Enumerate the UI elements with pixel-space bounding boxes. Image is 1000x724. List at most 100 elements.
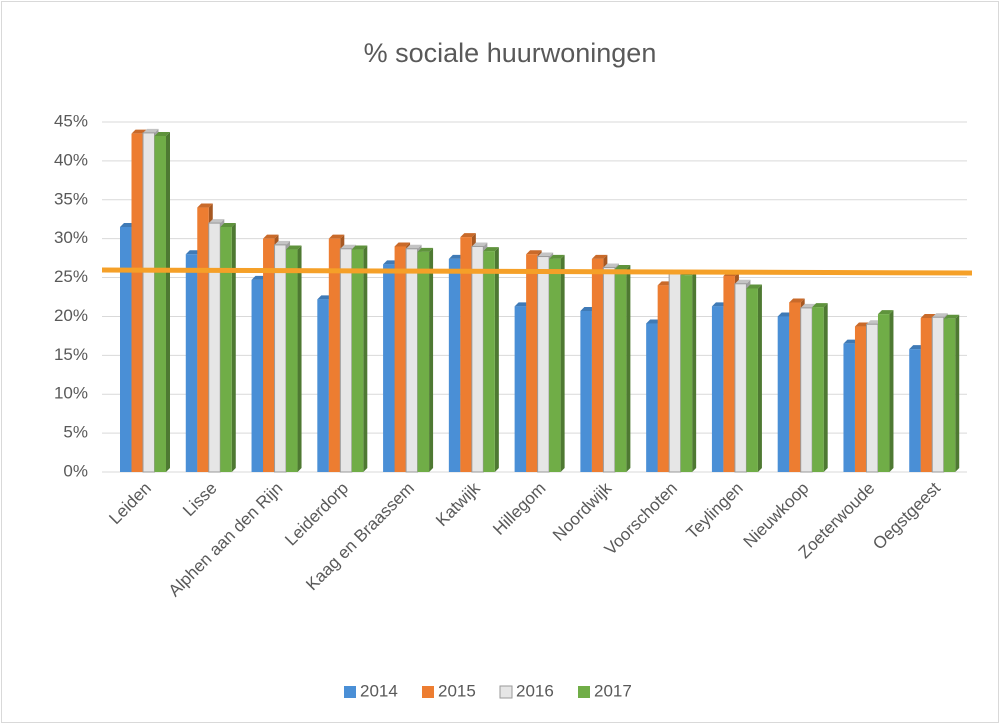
- bar: [920, 318, 933, 472]
- bar: [208, 222, 221, 473]
- bar-top: [143, 128, 159, 133]
- bar: [526, 254, 538, 472]
- bar: [514, 306, 527, 472]
- bar: [154, 136, 166, 472]
- bar-top: [340, 244, 356, 249]
- chart-title: % sociale huurwoningen: [364, 38, 657, 68]
- bar: [549, 258, 561, 472]
- bar: [812, 307, 824, 472]
- bar-top: [526, 250, 542, 255]
- bar: [614, 269, 627, 472]
- bar: [120, 227, 132, 472]
- bar-top: [351, 245, 368, 250]
- bar-top: [286, 245, 302, 250]
- bar-top: [197, 203, 213, 208]
- bar-side: [494, 247, 499, 472]
- bar-side: [166, 132, 170, 472]
- bar: [483, 251, 495, 472]
- bar-top: [208, 219, 225, 224]
- bar: [537, 256, 550, 473]
- bar-side: [231, 223, 236, 472]
- bar-side: [889, 310, 894, 472]
- bar: [220, 227, 232, 472]
- bar: [777, 316, 790, 472]
- y-tick-label: 40%: [54, 150, 88, 169]
- bar: [668, 273, 682, 473]
- bar: [602, 266, 616, 473]
- bar: [328, 238, 341, 472]
- bar-top: [943, 314, 960, 319]
- bar: [591, 258, 604, 472]
- y-tick-label: 25%: [54, 267, 88, 286]
- bar-top: [220, 223, 236, 227]
- bar-top: [591, 254, 608, 259]
- bar: [909, 349, 921, 472]
- bar-top: [812, 303, 828, 308]
- bar: [405, 248, 419, 473]
- bar: [131, 133, 143, 472]
- y-tick-label: 15%: [54, 345, 88, 364]
- bar: [746, 288, 758, 472]
- bar: [734, 283, 747, 473]
- y-tick-label: 10%: [54, 384, 88, 403]
- bar: [263, 238, 275, 472]
- bar: [394, 246, 407, 472]
- bar-side: [757, 284, 762, 472]
- bar: [854, 326, 867, 472]
- bar-top: [483, 247, 499, 252]
- bar: [185, 254, 198, 472]
- bar-top: [394, 242, 411, 247]
- legend-swatch: [422, 686, 434, 698]
- legend-swatch: [344, 686, 356, 698]
- bar-top: [614, 265, 631, 269]
- bar-top: [603, 263, 619, 268]
- bar: [646, 323, 658, 472]
- bar-top: [549, 254, 565, 259]
- reference-line: [101, 267, 973, 276]
- bar-side: [429, 247, 434, 472]
- legend-label: 2015: [438, 681, 476, 700]
- bar-side: [626, 265, 631, 472]
- bar-side: [955, 314, 960, 472]
- bar: [383, 264, 395, 472]
- bar: [723, 276, 735, 472]
- bar: [711, 306, 724, 472]
- bar: [580, 311, 592, 472]
- bar-top: [406, 244, 422, 249]
- bar-top: [460, 233, 476, 238]
- bar: [142, 132, 155, 473]
- bar: [877, 314, 890, 472]
- bar: [657, 285, 670, 472]
- bar-top: [800, 303, 817, 308]
- y-tick-label: 30%: [54, 228, 88, 247]
- bar: [680, 275, 693, 472]
- bar: [417, 251, 430, 472]
- bar: [197, 207, 209, 473]
- bar: [843, 343, 855, 472]
- bar-top: [746, 284, 762, 289]
- bar-side: [363, 245, 368, 472]
- bar-top: [789, 298, 805, 303]
- plot: 0%5%10%15%20%25%30%35%40%45%Leiden LisseA…: [54, 111, 967, 700]
- bar: [800, 307, 813, 473]
- legend-label: 2017: [594, 681, 632, 700]
- bar-top: [263, 234, 279, 239]
- bar: [471, 245, 484, 473]
- bar-side: [823, 303, 828, 472]
- bar: [251, 279, 264, 472]
- bar-top: [932, 313, 948, 318]
- y-tick-label: 5%: [63, 423, 88, 442]
- y-tick-label: 20%: [54, 306, 88, 325]
- bar-top: [877, 310, 894, 315]
- bar: [286, 249, 298, 472]
- bar-top: [274, 240, 291, 245]
- legend-swatch: [578, 686, 590, 698]
- bar: [448, 258, 461, 472]
- bar: [339, 248, 353, 473]
- bar-top: [734, 279, 751, 284]
- bar: [865, 323, 879, 473]
- y-tick-label: 0%: [63, 461, 88, 480]
- legend-label: 2016: [516, 681, 554, 700]
- bar: [274, 244, 287, 473]
